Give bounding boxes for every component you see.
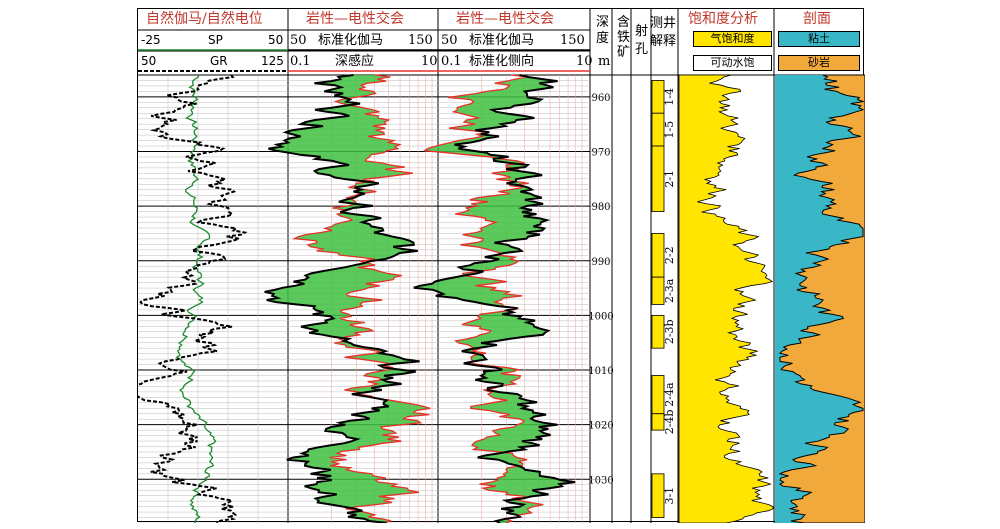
depth-label-970: 970 xyxy=(591,147,610,158)
col3-title: 岩性—电性交会 xyxy=(456,11,554,27)
depth-label-1000: 1000 xyxy=(588,311,613,322)
zone-box-2-3b xyxy=(651,314,665,349)
col3-b-min: 0.1 xyxy=(441,54,462,69)
gas-saturation-fill xyxy=(678,74,774,523)
col2-title: 岩性—电性交会 xyxy=(306,11,404,27)
well-log-chart: 960 970 980 990 1000 1010 1020 1030 1-4 1-5 2-1 2-2… xyxy=(137,8,865,523)
col3-red-curve xyxy=(422,74,544,523)
col2-fill xyxy=(264,75,431,523)
depth-unit: m xyxy=(598,54,611,69)
zone-box-2-4b xyxy=(651,413,665,431)
col2-b-name: 深感应 xyxy=(335,54,375,69)
profile-title: 剖面 xyxy=(803,11,831,27)
gr-name: GR xyxy=(210,54,228,68)
col2-b-max: 10 xyxy=(421,54,438,69)
zone-label-2-3a: 2-3a xyxy=(663,278,676,303)
col2-a-min: 50 xyxy=(290,33,307,48)
depth-label-990: 990 xyxy=(591,257,610,268)
depth-label-980: 980 xyxy=(591,202,610,213)
depth-label-960: 960 xyxy=(591,93,610,104)
mineral-title: 含铁矿 xyxy=(617,15,631,60)
sat-title: 饱和度分析 xyxy=(688,11,758,27)
gr-curve xyxy=(138,74,248,523)
legend-clay: 粘土 xyxy=(778,31,860,47)
depth-label-1030: 1030 xyxy=(588,475,613,486)
zone-label-2-3b: 2-3b xyxy=(663,319,676,344)
col3-black-curve xyxy=(413,74,576,523)
col1-title: 自然伽马/自然电位 xyxy=(146,11,263,27)
well-log-plot: 96097098099010001010102010301-41-52-12-2… xyxy=(138,9,865,523)
sp-max: 50 xyxy=(268,33,284,47)
zone-label-2-1: 2-1 xyxy=(663,170,676,188)
col2-black-curve xyxy=(264,74,420,523)
zone-label-2-2: 2-2 xyxy=(663,246,676,264)
col2-red-curve xyxy=(291,74,431,523)
depth-label-1010: 1010 xyxy=(588,366,613,377)
gr-min: 50 xyxy=(141,54,157,68)
perf-title: 射孔 xyxy=(635,24,649,57)
zone-label-2-4a: 2-4a xyxy=(663,382,676,407)
depth-label-1020: 1020 xyxy=(588,421,613,432)
col3-a-min: 50 xyxy=(441,33,458,48)
depth-title: 深度 xyxy=(596,15,610,46)
col2-a-name: 标准化伽马 xyxy=(318,33,384,48)
legend-movable-water: 可动水饱 xyxy=(693,55,772,71)
interp-title: 测井解释 xyxy=(650,16,677,49)
legend-sandstone: 砂岩 xyxy=(778,55,860,71)
zone-box-3-1 xyxy=(651,473,665,518)
zone-box-2-1 xyxy=(651,145,665,212)
sp-min: -25 xyxy=(141,33,161,47)
col3-a-max: 150 xyxy=(560,33,585,48)
sp-name: SP xyxy=(208,33,223,47)
col3-b-name: 标准化侧向 xyxy=(469,54,535,69)
col3-a-name: 标准化伽马 xyxy=(469,33,535,48)
legend-gas-saturation: 气饱和度 xyxy=(693,31,772,47)
zone-label-1-4: 1-4 xyxy=(663,88,676,106)
sandstone-fill xyxy=(778,74,865,523)
zone-label-3-1: 3-1 xyxy=(663,487,676,505)
col2-a-max: 150 xyxy=(408,33,433,48)
sp-curve xyxy=(175,74,217,523)
col3-fill xyxy=(413,75,576,523)
col2-b-min: 0.1 xyxy=(290,54,311,69)
col3-b-max: 10 xyxy=(576,54,593,69)
zone-label-2-4b: 2-4b xyxy=(663,410,676,435)
zone-box-2-3a xyxy=(651,276,665,305)
zone-label-1-5: 1-5 xyxy=(663,121,676,139)
gr-max: 125 xyxy=(261,54,284,68)
